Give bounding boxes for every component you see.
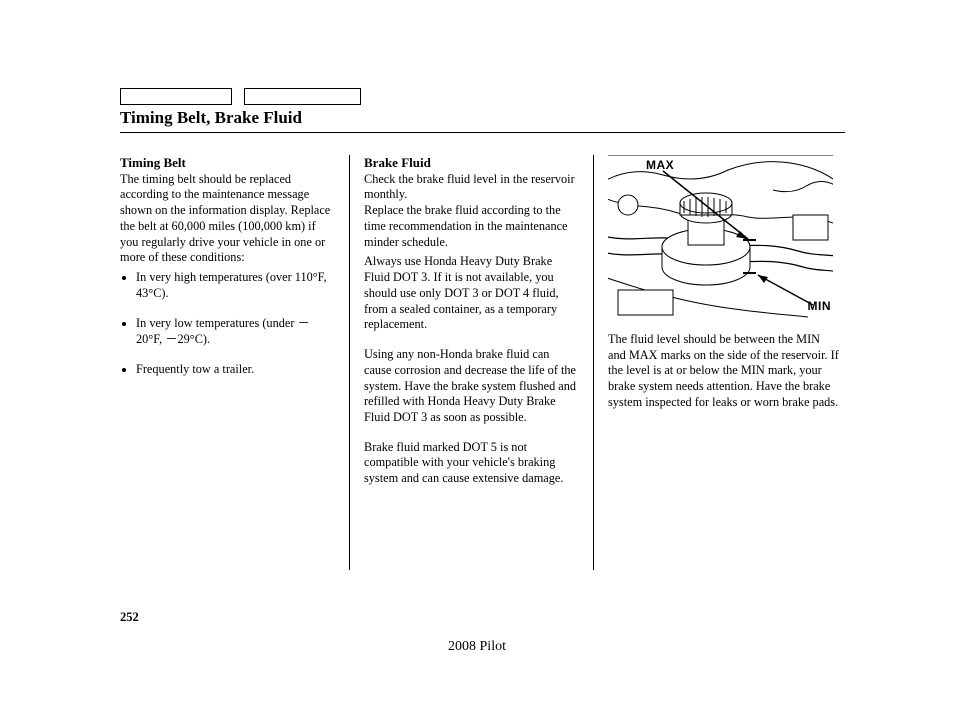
condition-item: Frequently tow a trailer. xyxy=(136,362,335,378)
placeholder-box-2 xyxy=(244,88,361,105)
min-label: MIN xyxy=(808,299,832,314)
column-diagram: MAX MIN xyxy=(594,155,840,570)
footer-model: 2008 Pilot xyxy=(0,639,954,655)
condition-item: In very high temperatures (over 110°F, 4… xyxy=(136,270,335,302)
condition-item: In very low temperatures (under －20°F, －… xyxy=(136,316,335,348)
page-number: 252 xyxy=(120,610,139,625)
timing-belt-heading: Timing Belt xyxy=(120,155,186,170)
brake-fluid-p3: Always use Honda Heavy Duty Brake Fluid … xyxy=(364,254,579,333)
timing-belt-conditions: In very high temperatures (over 110°F, 4… xyxy=(120,270,335,378)
manual-page: Timing Belt, Brake Fluid Timing Belt The… xyxy=(0,0,954,710)
brake-fluid-p1: Check the brake fluid level in the reser… xyxy=(364,172,575,202)
timing-belt-intro: The timing belt should be replaced accor… xyxy=(120,172,330,265)
brake-fluid-heading: Brake Fluid xyxy=(364,155,431,170)
column-timing-belt: Timing Belt The timing belt should be re… xyxy=(120,155,349,570)
max-label: MAX xyxy=(646,158,674,173)
reservoir-figure: MAX MIN xyxy=(608,155,833,320)
brake-fluid-p4: Using any non-Honda brake fluid can caus… xyxy=(364,347,579,426)
column-brake-fluid: Brake Fluid Check the brake fluid level … xyxy=(349,155,594,570)
content-columns: Timing Belt The timing belt should be re… xyxy=(120,155,845,570)
page-title: Timing Belt, Brake Fluid xyxy=(120,108,859,128)
brake-fluid-p5: Brake fluid marked DOT 5 is not compatib… xyxy=(364,440,579,487)
placeholder-box-1 xyxy=(120,88,232,105)
top-placeholder-boxes xyxy=(120,88,859,105)
title-rule xyxy=(120,132,845,133)
reservoir-text: The fluid level should be between the MI… xyxy=(608,332,840,411)
reservoir-svg xyxy=(608,155,833,320)
brake-fluid-p2: Replace the brake fluid according to the… xyxy=(364,203,568,248)
